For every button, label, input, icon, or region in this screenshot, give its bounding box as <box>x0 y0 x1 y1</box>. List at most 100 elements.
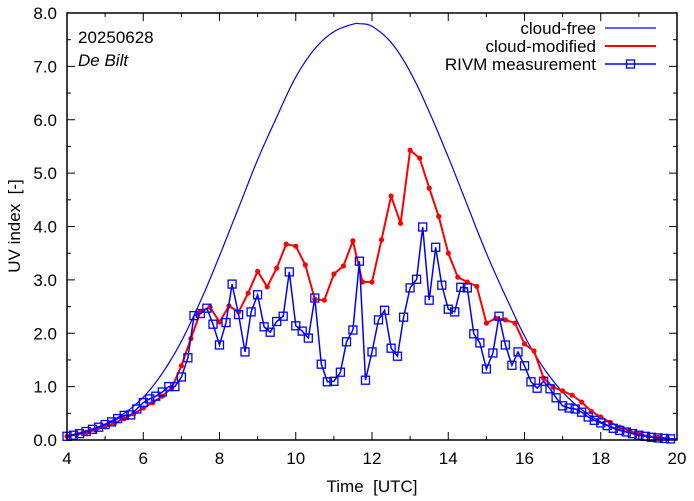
ticks-layer: 4 6 8 10 12 14 16 18 20 0.0 1.0 2.0 3.0 4.0 5.0 6.0 7.0 8… <box>33 4 686 468</box>
y-tick-label: 1.0 <box>33 378 57 397</box>
point-rivm-measurement <box>164 381 174 392</box>
point-rivm-measurement <box>386 343 396 353</box>
legend-label-cloud-modified: cloud-modified <box>485 37 596 56</box>
point-rivm-measurement <box>557 401 568 411</box>
point-rivm-measurement <box>551 393 561 403</box>
point-rivm-measurement <box>303 333 313 343</box>
series-cloud-free <box>66 22 678 440</box>
point-rivm-measurement <box>354 256 365 266</box>
point-rivm-measurement <box>329 376 339 386</box>
point-rivm-measurement <box>469 329 479 339</box>
point-rivm-measurement <box>284 267 294 277</box>
point-cloud-modified <box>283 241 289 247</box>
x-tick-label: 12 <box>363 449 382 468</box>
series-rivm-measurement <box>62 222 676 444</box>
point-rivm-measurement <box>405 283 415 293</box>
point-rivm-measurement <box>240 347 250 357</box>
x-tick-label: 14 <box>439 449 458 468</box>
point-cloud-modified <box>245 290 251 296</box>
point-rivm-measurement <box>208 319 218 329</box>
y-tick-label: 5.0 <box>33 164 57 183</box>
point-rivm-measurement <box>500 340 511 350</box>
point-rivm-measurement <box>233 309 244 320</box>
point-rivm-measurement <box>227 279 237 289</box>
point-rivm-measurement <box>316 359 326 369</box>
point-cloud-modified <box>541 375 547 381</box>
point-rivm-measurement <box>602 420 612 431</box>
point-rivm-measurement <box>621 427 631 437</box>
point-rivm-measurement <box>532 383 542 393</box>
date-annotation: 20250628 <box>78 28 154 47</box>
point-rivm-measurement <box>437 280 447 290</box>
point-rivm-measurement <box>392 351 403 361</box>
x-tick-label: 4 <box>62 449 71 468</box>
point-rivm-measurement <box>278 311 288 321</box>
point-rivm-measurement <box>145 394 155 404</box>
point-rivm-measurement <box>488 348 498 358</box>
location-annotation: De Bilt <box>78 51 129 70</box>
point-rivm-measurement <box>348 325 358 335</box>
point-rivm-measurement <box>462 283 472 293</box>
point-rivm-measurement <box>398 312 409 322</box>
point-cloud-modified <box>398 220 404 226</box>
line-cloud-free <box>66 22 678 440</box>
point-rivm-measurement <box>183 353 193 363</box>
line-rivm-measurement <box>66 226 671 440</box>
point-cloud-modified <box>321 297 327 303</box>
y-tick-label: 3.0 <box>33 271 57 290</box>
point-rivm-measurement <box>322 377 333 387</box>
point-rivm-measurement <box>519 361 530 371</box>
point-rivm-measurement <box>132 404 142 414</box>
point-rivm-measurement <box>119 410 129 421</box>
point-rivm-measurement <box>310 293 320 303</box>
point-cloud-modified <box>264 284 270 290</box>
point-rivm-measurement <box>81 426 91 437</box>
point-rivm-measurement <box>494 311 504 321</box>
point-rivm-measurement <box>615 425 625 436</box>
point-cloud-modified <box>340 263 346 269</box>
x-tick-label: 20 <box>668 449 687 468</box>
point-rivm-measurement <box>418 222 428 232</box>
point-rivm-measurement <box>456 282 466 292</box>
point-cloud-modified <box>569 392 575 398</box>
point-rivm-measurement <box>100 419 110 430</box>
point-cloud-modified <box>502 317 508 323</box>
point-rivm-measurement <box>424 295 434 305</box>
point-cloud-modified <box>531 348 537 354</box>
point-rivm-measurement <box>608 423 618 433</box>
point-cloud-modified <box>617 424 623 430</box>
point-cloud-modified <box>216 319 223 325</box>
point-cloud-modified <box>178 363 184 369</box>
point-cloud-modified <box>350 238 356 244</box>
point-rivm-measurement <box>538 376 549 386</box>
point-rivm-measurement <box>526 377 536 387</box>
point-rivm-measurement <box>627 428 638 439</box>
point-rivm-measurement <box>259 322 269 332</box>
y-tick-label: 4.0 <box>33 218 57 237</box>
point-rivm-measurement <box>379 305 390 315</box>
point-cloud-modified <box>417 155 423 161</box>
point-rivm-measurement <box>113 413 123 424</box>
point-rivm-measurement <box>373 315 384 325</box>
point-rivm-measurement <box>272 316 282 327</box>
point-rivm-measurement <box>214 340 225 350</box>
point-cloud-modified <box>255 268 261 274</box>
point-cloud-modified <box>331 271 337 277</box>
point-rivm-measurement <box>106 417 117 427</box>
legend-marker-rivm-measurement <box>625 59 636 69</box>
point-rivm-measurement <box>74 428 85 439</box>
line-cloud-modified <box>66 148 668 440</box>
point-rivm-measurement <box>335 367 346 377</box>
point-rivm-measurement <box>195 308 206 319</box>
point-cloud-modified <box>521 341 528 347</box>
y-tick-label: 0.0 <box>33 431 57 450</box>
point-rivm-measurement <box>176 372 187 382</box>
point-rivm-measurement <box>157 387 167 397</box>
point-cloud-modified <box>455 274 461 280</box>
x-tick-label: 6 <box>139 449 148 468</box>
point-rivm-measurement <box>411 274 422 284</box>
point-rivm-measurement <box>68 430 79 440</box>
point-rivm-measurement <box>246 307 256 317</box>
point-rivm-measurement <box>297 326 307 336</box>
